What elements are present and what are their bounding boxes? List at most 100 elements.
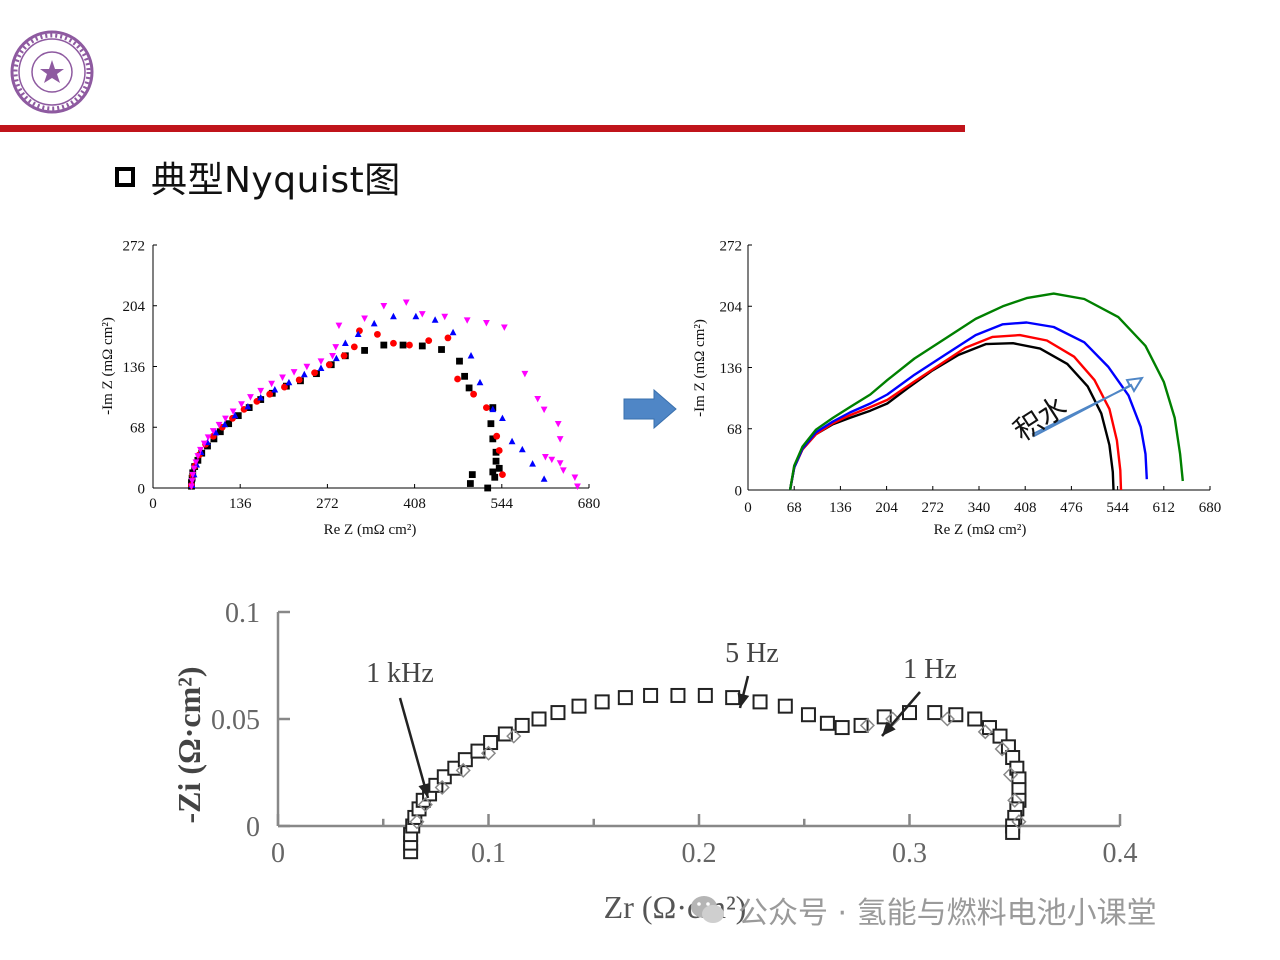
data-point [281, 383, 288, 391]
data-point [521, 370, 529, 378]
data-point [463, 317, 471, 324]
data-point [417, 797, 433, 813]
data-point [370, 319, 378, 327]
y-tick-label: 136 [720, 361, 743, 377]
data-point [480, 745, 497, 761]
data-point [554, 420, 562, 428]
x-tick-label: 272 [922, 500, 945, 516]
outlined-diagonal-arrow-icon [1031, 376, 1144, 438]
data-point [531, 711, 547, 727]
data-point [438, 346, 445, 353]
y-tick-label: 272 [123, 238, 146, 254]
chart2-x-axis-label: Re Z (mΩ cm²) [934, 522, 1027, 538]
data-point [468, 471, 476, 478]
data-point [542, 454, 549, 461]
data-point [215, 421, 223, 429]
data-point [994, 741, 1010, 757]
data-point [200, 440, 208, 448]
data-point [1002, 767, 1019, 783]
data-point [434, 779, 450, 796]
data-point [257, 387, 265, 395]
data-point [361, 347, 368, 354]
slide-heading: 典型Nyquist图 [115, 152, 401, 202]
data-point [234, 412, 242, 420]
frequency-annotation: 5 Hz [725, 638, 779, 669]
data-point [329, 353, 336, 360]
x-tick-label: 272 [316, 496, 339, 512]
x-tick-label: 136 [229, 496, 252, 512]
x-tick-label: 680 [578, 496, 601, 512]
y-tick-label: 0.05 [211, 705, 260, 736]
data-point [325, 361, 333, 369]
data-point [354, 330, 362, 338]
data-point [470, 743, 486, 759]
data-point [540, 475, 548, 482]
data-point [257, 394, 265, 401]
frequency-annotation: 1 kHz [366, 658, 434, 689]
x-tick-label: 340 [968, 500, 991, 516]
data-point [374, 330, 381, 338]
data-point [300, 370, 308, 378]
data-point [390, 312, 397, 320]
x-tick-label: 408 [403, 496, 426, 512]
data-point [725, 690, 741, 706]
data-point [550, 705, 566, 721]
data-point [834, 720, 850, 736]
data-point [489, 405, 497, 413]
x-tick-label: 0.4 [1103, 838, 1138, 869]
data-point [455, 762, 471, 778]
data-point [465, 384, 473, 392]
series-0 [403, 687, 1027, 860]
data-point [192, 459, 200, 466]
arrowhead-icon [882, 721, 896, 736]
data-point [467, 352, 475, 359]
x-tick-label: 0.2 [682, 838, 717, 869]
chart1-x-axis-label: Re Z (mΩ cm²) [324, 522, 417, 538]
data-point [418, 342, 426, 350]
data-point [285, 378, 293, 386]
data-point [1011, 814, 1027, 830]
data-point [221, 420, 229, 428]
data-point [492, 448, 500, 456]
y-tick-label: 204 [720, 300, 743, 316]
chart2-y-axis-label: -Im Z (mΩ cm²) [692, 319, 708, 417]
data-point [197, 446, 204, 454]
x-tick-label: 408 [1014, 500, 1037, 516]
y-tick-label: 136 [123, 360, 146, 376]
data-point [189, 471, 197, 479]
x-tick-label: 0 [149, 496, 157, 512]
data-point [225, 420, 233, 428]
data-point [559, 467, 567, 474]
series-1 [788, 333, 1123, 491]
data-point [819, 715, 835, 731]
data-point [927, 705, 943, 721]
data-point [571, 474, 579, 482]
y-tick-label: 272 [720, 238, 743, 254]
data-point [514, 717, 530, 733]
y-tick-label: 0 [735, 483, 743, 499]
data-point [456, 357, 463, 365]
data-point [418, 311, 426, 318]
series-line [788, 321, 1148, 491]
data-point [271, 385, 279, 393]
square-bullet-icon [115, 167, 135, 187]
data-point [444, 334, 452, 342]
data-point [311, 369, 318, 377]
data-point [350, 343, 358, 351]
data-point [290, 369, 298, 376]
data-point [495, 447, 503, 454]
data-point [194, 453, 202, 460]
university-seal-logo [10, 30, 94, 114]
data-point [556, 436, 564, 443]
data-point [332, 354, 340, 362]
data-point [594, 694, 610, 710]
data-point [939, 711, 955, 727]
data-point [406, 341, 413, 349]
data-point [571, 698, 587, 714]
data-point [212, 428, 220, 436]
data-point [340, 352, 348, 360]
data-point [617, 690, 633, 706]
data-point [332, 344, 340, 351]
